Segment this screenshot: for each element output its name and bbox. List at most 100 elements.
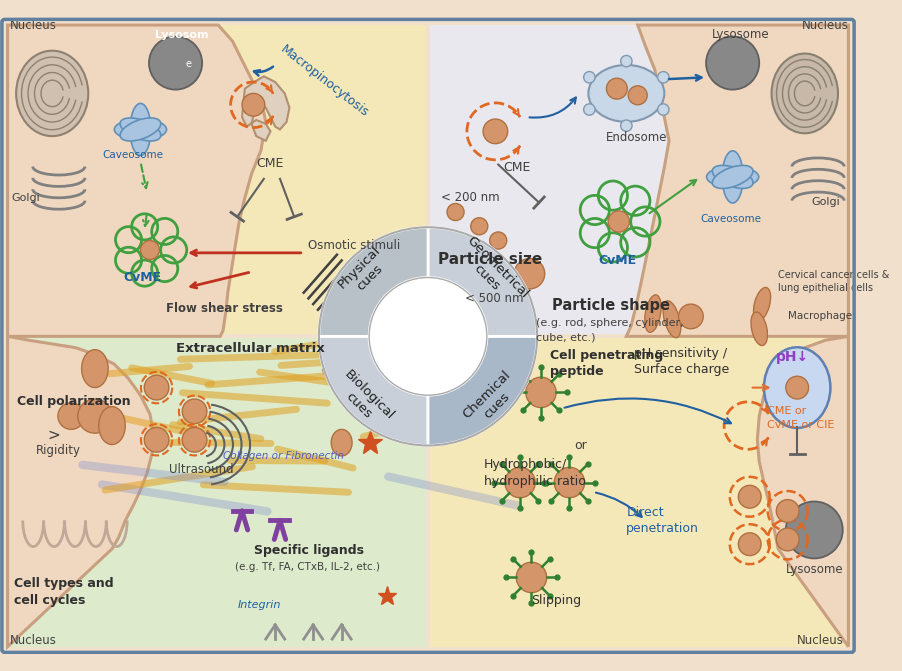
Circle shape: [471, 217, 488, 235]
Bar: [430, 25, 849, 334]
Ellipse shape: [16, 51, 88, 136]
Text: Direct: Direct: [626, 506, 664, 519]
Ellipse shape: [713, 165, 753, 189]
Polygon shape: [7, 336, 153, 647]
Text: Nucleus: Nucleus: [10, 634, 56, 647]
Text: Biological
cues: Biological cues: [332, 368, 397, 433]
Ellipse shape: [751, 312, 768, 346]
Text: e: e: [185, 59, 191, 69]
Text: CME: CME: [503, 161, 530, 174]
Text: Collagen or Fibronectin: Collagen or Fibronectin: [223, 451, 344, 461]
Text: Slipping: Slipping: [531, 594, 582, 607]
Circle shape: [621, 120, 632, 132]
Text: pH↓: pH↓: [777, 350, 809, 364]
Text: (e.g. Tf, FA, CTxB, IL-2, etc.): (e.g. Tf, FA, CTxB, IL-2, etc.): [235, 562, 381, 572]
Ellipse shape: [98, 407, 125, 445]
Circle shape: [621, 56, 632, 67]
Text: Nucleus: Nucleus: [802, 19, 849, 32]
Circle shape: [786, 501, 842, 558]
Circle shape: [584, 104, 595, 115]
Polygon shape: [7, 25, 266, 336]
Text: Golgi: Golgi: [12, 193, 40, 203]
Circle shape: [608, 211, 630, 232]
Ellipse shape: [331, 429, 352, 456]
Text: penetration: penetration: [626, 522, 699, 535]
Circle shape: [149, 36, 202, 90]
Ellipse shape: [588, 65, 664, 122]
Circle shape: [182, 427, 207, 452]
Text: Specific ligands: Specific ligands: [254, 544, 364, 557]
Text: peptide: peptide: [550, 365, 604, 378]
Text: >: >: [48, 428, 60, 443]
Text: < 200 nm: < 200 nm: [441, 191, 500, 203]
Wedge shape: [319, 336, 428, 446]
Ellipse shape: [713, 165, 753, 189]
Text: Hydrophobic/: Hydrophobic/: [484, 458, 567, 471]
Text: Rigidity: Rigidity: [36, 444, 81, 457]
Circle shape: [365, 368, 384, 388]
Circle shape: [526, 377, 557, 407]
Text: Cell types and: Cell types and: [14, 577, 114, 590]
Text: Lysosome: Lysosome: [712, 28, 769, 42]
Text: < 500 nm: < 500 nm: [465, 292, 523, 305]
Ellipse shape: [753, 287, 770, 321]
Circle shape: [739, 485, 761, 508]
Ellipse shape: [120, 118, 161, 141]
Ellipse shape: [723, 151, 743, 203]
Text: Cell polarization: Cell polarization: [17, 395, 131, 408]
Text: Ultrasound: Ultrasound: [169, 463, 234, 476]
Circle shape: [337, 383, 356, 402]
Circle shape: [369, 278, 487, 395]
Text: cell cycles: cell cycles: [14, 594, 86, 607]
Text: Surface charge: Surface charge: [634, 364, 729, 376]
Text: Endosome: Endosome: [605, 131, 667, 144]
Text: Physical
cues: Physical cues: [336, 244, 393, 302]
Bar: [430, 338, 849, 647]
Circle shape: [584, 72, 595, 83]
Ellipse shape: [663, 301, 681, 338]
Text: Caveosome: Caveosome: [700, 213, 761, 223]
Circle shape: [678, 304, 704, 329]
Text: hydrophilic ratio: hydrophilic ratio: [484, 475, 586, 488]
Text: CME or: CME or: [767, 406, 806, 416]
Ellipse shape: [645, 295, 661, 332]
Ellipse shape: [115, 119, 167, 140]
Ellipse shape: [81, 350, 108, 388]
Text: Golgi: Golgi: [812, 197, 840, 207]
Text: Flow shear stress: Flow shear stress: [166, 302, 283, 315]
Circle shape: [144, 375, 169, 400]
Ellipse shape: [706, 166, 759, 187]
Circle shape: [447, 237, 464, 254]
Text: Nucleus: Nucleus: [797, 634, 844, 647]
Circle shape: [658, 72, 669, 83]
Circle shape: [606, 79, 627, 99]
Circle shape: [777, 528, 799, 551]
Circle shape: [242, 93, 265, 116]
Circle shape: [471, 251, 488, 268]
Circle shape: [58, 403, 85, 429]
Circle shape: [554, 467, 584, 498]
Circle shape: [144, 427, 169, 452]
Polygon shape: [758, 336, 849, 647]
Text: Chemical
cues: Chemical cues: [460, 368, 523, 432]
Text: CvME: CvME: [598, 254, 636, 267]
Circle shape: [505, 467, 535, 498]
Text: CME: CME: [256, 158, 283, 170]
Text: Cervical cancer cells &: Cervical cancer cells &: [778, 270, 889, 280]
Circle shape: [777, 500, 799, 522]
Text: Macrophage: Macrophage: [787, 311, 851, 321]
Text: CvME: CvME: [124, 271, 161, 285]
Text: Nucleus: Nucleus: [10, 19, 56, 32]
Ellipse shape: [771, 54, 838, 134]
Text: Osmotic stimuli: Osmotic stimuli: [308, 239, 400, 252]
Text: Geometrical
cues: Geometrical cues: [453, 234, 530, 311]
Circle shape: [483, 119, 508, 144]
Wedge shape: [428, 336, 538, 446]
Bar: [7, 338, 426, 647]
Text: Particle shape: Particle shape: [552, 298, 670, 313]
Polygon shape: [626, 25, 849, 336]
Circle shape: [658, 104, 669, 115]
Circle shape: [514, 258, 545, 289]
Text: Lysosom: Lysosom: [154, 30, 208, 40]
Ellipse shape: [764, 348, 831, 428]
